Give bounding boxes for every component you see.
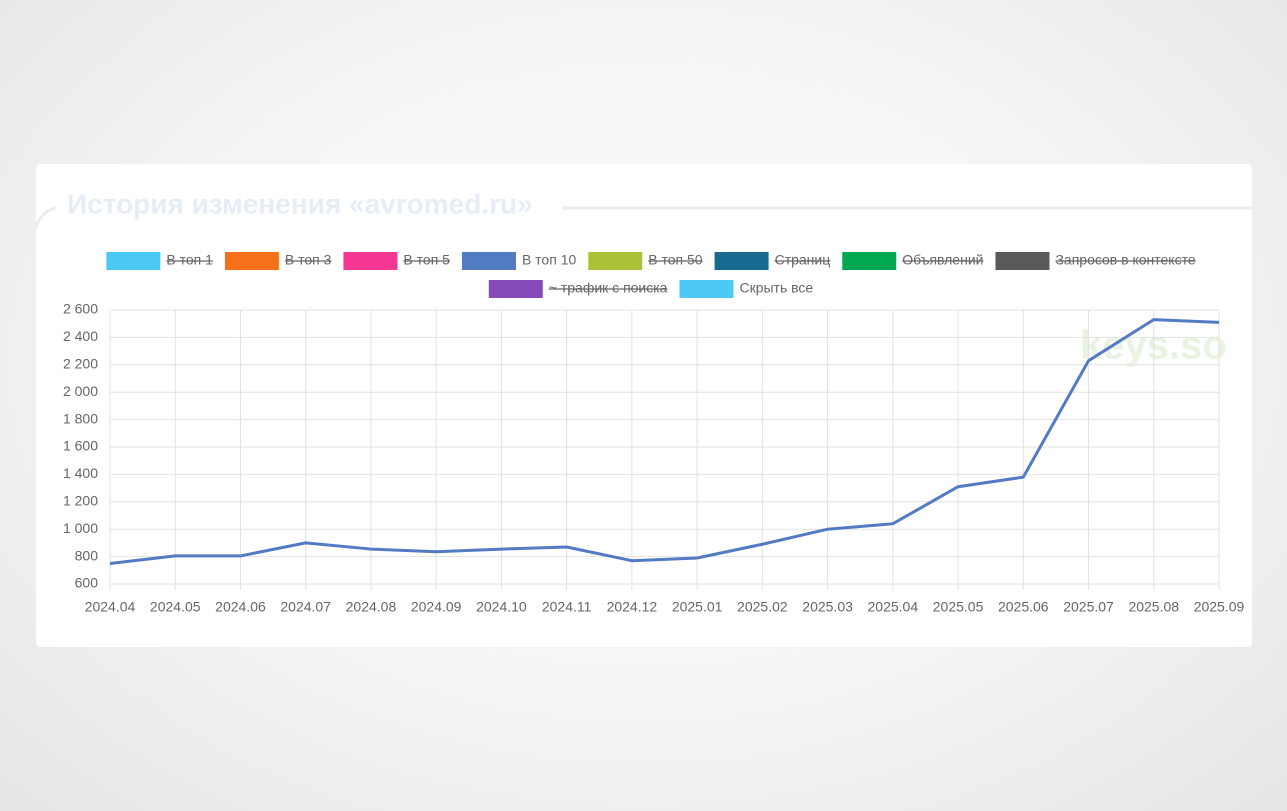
x-tick-label: 2024.09 [411,599,462,615]
legend-label: ~ трафик с поиска [549,280,668,296]
x-tick-label: 2024.10 [476,599,527,615]
y-tick-label: 1 400 [63,465,98,481]
legend-item[interactable]: Страниц [714,252,831,270]
y-tick-label: 2 600 [63,301,98,317]
legend-swatch [488,280,543,298]
y-tick-label: 1 800 [63,410,98,426]
y-tick-label: 2 000 [63,383,98,399]
x-tick-label: 2025.09 [1194,599,1245,615]
legend-item[interactable]: В топ 50 [588,252,703,270]
legend-label: В топ 50 [648,252,703,268]
x-tick-label: 2025.03 [802,599,853,615]
legend-swatch [588,252,643,270]
y-tick-label: 2 400 [63,328,98,344]
legend-label: Запросов в контексте [1055,252,1195,268]
legend-label: В топ 10 [522,252,577,268]
legend-item[interactable]: Запросов в контексте [995,252,1196,270]
x-tick-label: 2024.08 [346,599,397,615]
legend-item[interactable]: В топ 5 [343,252,450,270]
legend-swatch [106,252,161,270]
series-line [109,318,1220,565]
legend-swatch [461,252,516,270]
x-tick-label: 2025.02 [737,599,788,615]
y-tick-label: 1 600 [63,438,98,454]
x-tick-label: 2025.04 [868,599,919,615]
legend-swatch [343,252,398,270]
legend-swatch [995,252,1050,270]
legend-item[interactable]: В топ 3 [224,252,332,270]
y-tick-label: 800 [75,547,99,563]
y-tick-label: 1 200 [63,493,98,509]
legend-swatch [842,252,897,270]
x-tick-label: 2025.05 [933,599,984,615]
legend-item[interactable]: Объявлений [842,252,984,270]
y-tick-label: 1 000 [63,520,98,536]
legend-label: В топ 1 [166,252,213,268]
legend-swatch [714,252,769,270]
x-tick-label: 2024.07 [280,599,331,615]
x-tick-label: 2024.05 [150,599,201,615]
legend-button[interactable]: Скрыть все [679,280,813,298]
legend-item[interactable]: ~ трафик с поиска [488,280,668,298]
x-tick-label: 2024.06 [215,599,266,615]
legend-item[interactable]: В топ 1 [106,252,213,270]
legend-label: Объявлений [902,252,983,268]
x-tick-label: 2024.04 [85,599,136,615]
y-tick-label: 600 [75,575,99,591]
title-rule [34,206,1252,229]
x-tick-label: 2025.07 [1063,599,1114,615]
legend-label: В топ 5 [403,252,450,268]
legend-swatch [224,252,279,270]
y-tick-label: 2 200 [63,356,98,372]
chart-title: История изменения «avromed.ru» [67,188,533,219]
card [36,164,1252,647]
legend-swatch [679,280,734,298]
legend-label: Страниц [775,252,831,268]
legend-label: В топ 3 [285,252,332,268]
x-tick-label: 2025.01 [672,599,723,615]
x-tick-label: 2025.08 [1128,599,1179,615]
legend-label: Скрыть все [739,280,813,296]
legend-item[interactable]: В топ 10 [461,252,577,270]
x-tick-label: 2024.12 [607,599,658,615]
x-tick-label: 2025.06 [998,599,1049,615]
x-tick-label: 2024.11 [542,599,592,615]
